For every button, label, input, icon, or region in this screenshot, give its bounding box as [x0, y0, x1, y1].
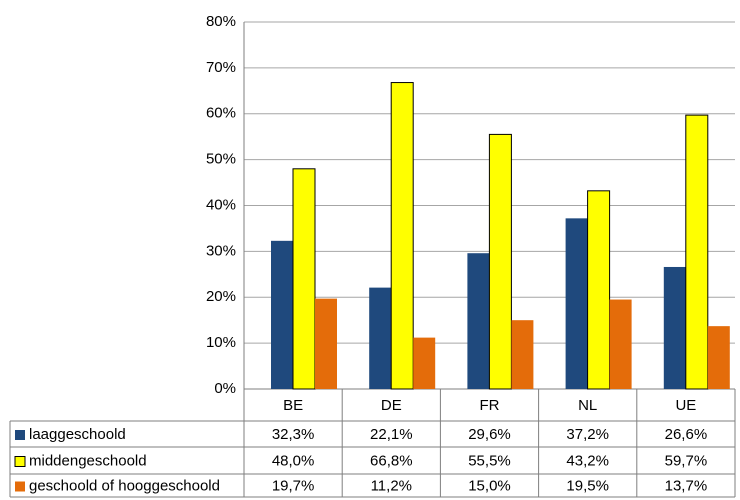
data-label: 59,7% — [665, 452, 708, 469]
bar — [488, 133, 512, 390]
legend-label: laaggeschoold — [29, 426, 126, 443]
data-label: 48,0% — [272, 452, 315, 469]
legend-key — [15, 481, 25, 492]
bar — [565, 218, 588, 389]
data-label: 22,1% — [370, 426, 413, 443]
category-label: BE — [283, 397, 303, 414]
y-tick-label: 50% — [206, 151, 236, 168]
bar — [390, 82, 414, 390]
data-label: 13,7% — [665, 477, 708, 494]
data-label: 19,5% — [566, 477, 609, 494]
legend-key — [15, 430, 25, 440]
y-tick-label: 30% — [206, 242, 236, 259]
data-label: 19,7% — [272, 477, 315, 494]
category-label: NL — [578, 397, 597, 414]
data-label: 29,6% — [468, 426, 511, 443]
bar — [413, 337, 436, 389]
legend-key — [14, 456, 26, 467]
bar — [467, 253, 490, 389]
data-label: 11,2% — [371, 477, 412, 494]
bar — [369, 287, 392, 389]
data-label: 55,5% — [468, 452, 511, 469]
data-label: 66,8% — [370, 452, 413, 469]
bar — [685, 114, 709, 390]
data-label: 15,0% — [468, 477, 511, 494]
legend-label: geschoold of hooggeschoold — [29, 477, 220, 494]
bar — [587, 190, 611, 390]
y-tick-label: 10% — [206, 334, 236, 351]
category-label: DE — [381, 397, 402, 414]
data-label: 32,3% — [272, 426, 315, 443]
bar — [609, 299, 632, 389]
data-label: 43,2% — [566, 452, 609, 469]
bar — [271, 240, 293, 389]
y-tick-label: 40% — [206, 196, 236, 213]
data-label: 26,6% — [665, 426, 708, 443]
bar — [511, 320, 534, 389]
legend-label: middengeschoold — [29, 452, 147, 469]
bar — [663, 266, 686, 389]
y-tick-label: 70% — [206, 59, 236, 76]
category-label: UE — [675, 397, 696, 414]
data-label: 37,2% — [566, 426, 609, 443]
bar — [292, 168, 316, 390]
bar — [315, 298, 337, 389]
y-tick-label: 60% — [206, 105, 236, 122]
y-tick-label: 20% — [206, 288, 236, 305]
category-label: FR — [480, 397, 500, 414]
y-tick-label: 0% — [214, 380, 236, 397]
y-tick-label: 80% — [206, 13, 236, 30]
bar — [707, 326, 730, 389]
